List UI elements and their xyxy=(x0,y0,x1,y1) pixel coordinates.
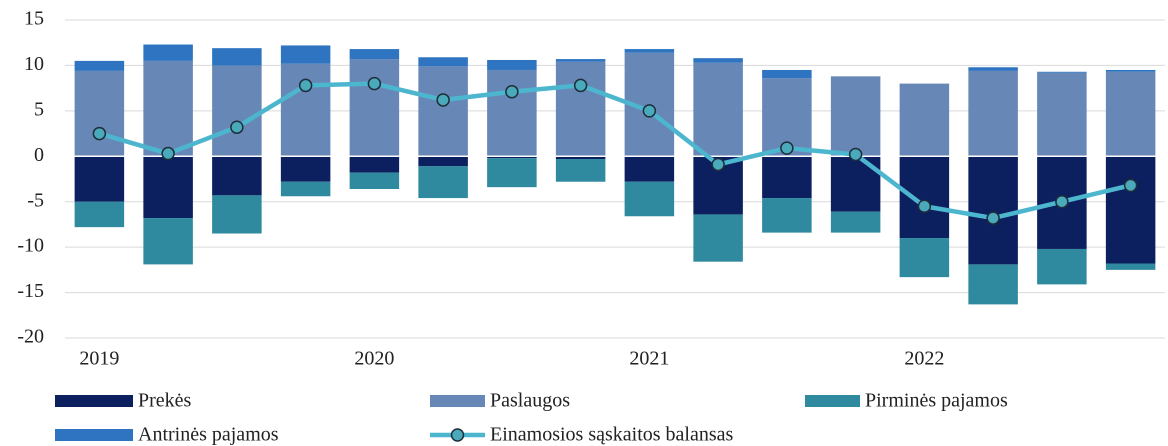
legend-swatch xyxy=(55,395,133,407)
bar xyxy=(555,156,606,160)
bar xyxy=(74,70,125,157)
y-tick-label: 10 xyxy=(24,53,44,75)
bar xyxy=(74,60,125,71)
legend-marker xyxy=(450,428,465,442)
bar xyxy=(693,214,743,262)
bar xyxy=(1105,263,1156,270)
line-marker xyxy=(573,78,588,93)
bar xyxy=(418,66,468,157)
bar xyxy=(1037,72,1087,157)
x-tick-label: 2021 xyxy=(629,348,669,370)
bar xyxy=(762,69,812,79)
line-marker xyxy=(505,85,519,99)
bar xyxy=(1105,156,1156,264)
legend-label: Einamosios sąskaitos balansas xyxy=(490,424,734,446)
bar xyxy=(349,59,400,157)
bar xyxy=(418,57,468,67)
legend-swatch xyxy=(805,395,860,407)
bar xyxy=(487,156,537,159)
bar xyxy=(968,70,1018,157)
y-tick-label: -15 xyxy=(17,280,44,302)
bar xyxy=(487,59,537,70)
line-marker xyxy=(642,104,657,118)
line-marker xyxy=(92,126,107,141)
y-tick-label: -20 xyxy=(17,326,44,348)
bar xyxy=(624,181,675,217)
bar xyxy=(968,67,1018,71)
bar xyxy=(349,156,400,173)
x-tick-label: 2022 xyxy=(904,348,944,370)
bar xyxy=(555,61,606,157)
bar xyxy=(143,44,193,61)
bar xyxy=(830,211,881,233)
bar xyxy=(1105,71,1156,157)
bar xyxy=(74,156,125,202)
bar xyxy=(1037,71,1087,73)
bar xyxy=(487,69,537,157)
bar xyxy=(830,156,881,212)
line-marker xyxy=(298,78,313,93)
bar xyxy=(1037,248,1087,285)
bar xyxy=(693,62,743,157)
bar xyxy=(555,59,606,62)
bar xyxy=(762,156,812,199)
bar xyxy=(143,60,193,157)
line-marker xyxy=(1055,194,1069,209)
line-marker xyxy=(780,141,794,155)
x-tick-label: 2019 xyxy=(79,348,119,370)
bar xyxy=(899,156,950,239)
bar xyxy=(349,49,400,60)
bar xyxy=(487,158,537,188)
bar xyxy=(280,181,331,197)
bar xyxy=(212,156,262,196)
bar xyxy=(693,58,743,63)
line xyxy=(98,81,1132,221)
line-marker xyxy=(436,93,450,107)
bar xyxy=(418,166,468,199)
y-tick-label: -10 xyxy=(17,235,44,257)
line-marker xyxy=(161,146,175,161)
bar xyxy=(349,172,400,189)
y-tick-label: 0 xyxy=(34,144,44,166)
line-marker xyxy=(230,120,244,134)
line-marker xyxy=(367,76,382,91)
legend-label: Prekės xyxy=(138,390,192,412)
legend-label: Paslaugos xyxy=(490,390,570,412)
bar xyxy=(280,156,331,182)
bar xyxy=(1105,69,1156,72)
bar xyxy=(143,156,193,219)
bar xyxy=(555,159,606,182)
bar xyxy=(899,238,950,278)
legend-label: Pirminės pajamos xyxy=(865,390,1008,412)
line-marker xyxy=(986,211,1000,225)
bar xyxy=(830,76,881,157)
y-tick-label: -5 xyxy=(27,189,44,211)
legend-swatch xyxy=(430,395,485,407)
bar xyxy=(143,218,193,265)
bar xyxy=(212,48,262,66)
bar xyxy=(280,45,331,64)
bar xyxy=(899,83,950,157)
bar xyxy=(624,49,675,53)
bar xyxy=(280,63,331,157)
bar xyxy=(624,156,675,182)
line-marker xyxy=(1123,178,1138,193)
line-marker xyxy=(848,147,863,162)
line-marker xyxy=(917,199,932,214)
x-tick-label: 2020 xyxy=(354,348,394,370)
bar xyxy=(762,198,812,233)
y-tick-label: 5 xyxy=(34,98,44,120)
line-marker xyxy=(711,157,725,172)
bar xyxy=(212,195,262,234)
bar xyxy=(418,156,468,167)
legend-swatch xyxy=(55,429,133,441)
legend-label: Antrinės pajamos xyxy=(138,424,279,446)
bar xyxy=(74,201,125,228)
bar xyxy=(968,156,1018,265)
bar xyxy=(212,65,262,157)
y-tick-label: 15 xyxy=(24,8,44,30)
bar xyxy=(968,264,1018,305)
